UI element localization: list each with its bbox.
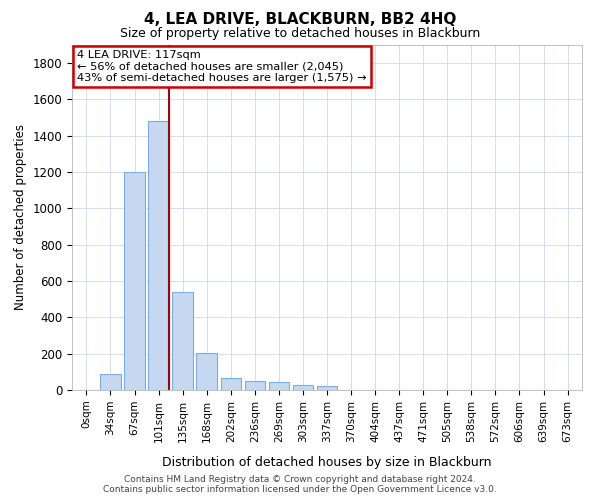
Bar xyxy=(124,172,145,390)
Bar xyxy=(100,374,121,390)
Bar xyxy=(148,122,169,390)
X-axis label: Distribution of detached houses by size in Blackburn: Distribution of detached houses by size … xyxy=(162,456,492,468)
Text: 4, LEA DRIVE, BLACKBURN, BB2 4HQ: 4, LEA DRIVE, BLACKBURN, BB2 4HQ xyxy=(144,12,456,28)
Bar xyxy=(172,292,193,390)
Bar xyxy=(245,381,265,390)
Bar xyxy=(293,384,313,390)
Bar xyxy=(196,353,217,390)
Y-axis label: Number of detached properties: Number of detached properties xyxy=(14,124,27,310)
Bar xyxy=(269,382,289,390)
Bar xyxy=(221,378,241,390)
Bar xyxy=(317,386,337,390)
Text: 4 LEA DRIVE: 117sqm
← 56% of detached houses are smaller (2,045)
43% of semi-det: 4 LEA DRIVE: 117sqm ← 56% of detached ho… xyxy=(77,50,367,84)
Text: Contains HM Land Registry data © Crown copyright and database right 2024.
Contai: Contains HM Land Registry data © Crown c… xyxy=(103,474,497,494)
Text: Size of property relative to detached houses in Blackburn: Size of property relative to detached ho… xyxy=(120,28,480,40)
